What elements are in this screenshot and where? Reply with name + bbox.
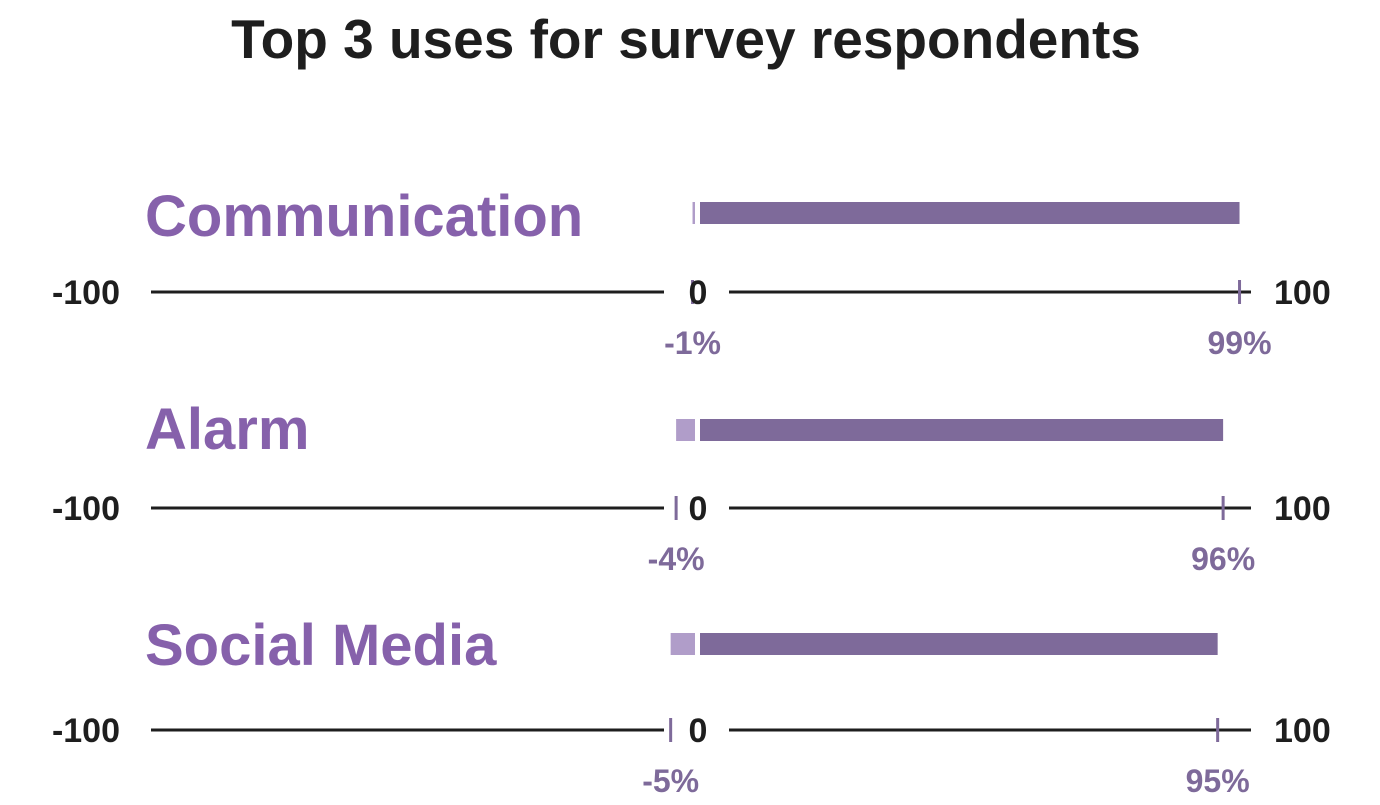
category-label: Communication bbox=[145, 184, 583, 249]
axis-label-zero: 0 bbox=[689, 712, 708, 750]
bar-positive bbox=[700, 633, 1218, 655]
chart-rows: Communication -100 0 100 -1% 99% Alarm -100 0 100… bbox=[52, 184, 1331, 799]
category-label: Alarm bbox=[145, 397, 309, 462]
category-label: Social Media bbox=[145, 613, 497, 678]
axis-label-zero: 0 bbox=[689, 490, 708, 528]
value-label-positive: 99% bbox=[1208, 325, 1272, 361]
axis-label-max: 100 bbox=[1274, 712, 1331, 750]
value-label-negative: -5% bbox=[642, 763, 699, 799]
bar-negative bbox=[692, 202, 695, 224]
axis-label-min: -100 bbox=[52, 490, 120, 528]
axis-label-zero: 0 bbox=[689, 274, 708, 312]
value-label-positive: 95% bbox=[1186, 763, 1250, 799]
bar-positive bbox=[700, 202, 1240, 224]
axis-label-min: -100 bbox=[52, 712, 120, 750]
value-label-negative: -1% bbox=[664, 325, 721, 361]
axis-label-max: 100 bbox=[1274, 490, 1331, 528]
axis-label-max: 100 bbox=[1274, 274, 1331, 312]
bar-negative bbox=[676, 419, 695, 441]
axis-label-min: -100 bbox=[52, 274, 120, 312]
bar-negative bbox=[670, 633, 695, 655]
value-label-positive: 96% bbox=[1191, 541, 1255, 577]
value-label-negative: -4% bbox=[648, 541, 705, 577]
bar-positive bbox=[700, 419, 1224, 441]
chart-title: Top 3 uses for survey respondents bbox=[231, 8, 1141, 70]
